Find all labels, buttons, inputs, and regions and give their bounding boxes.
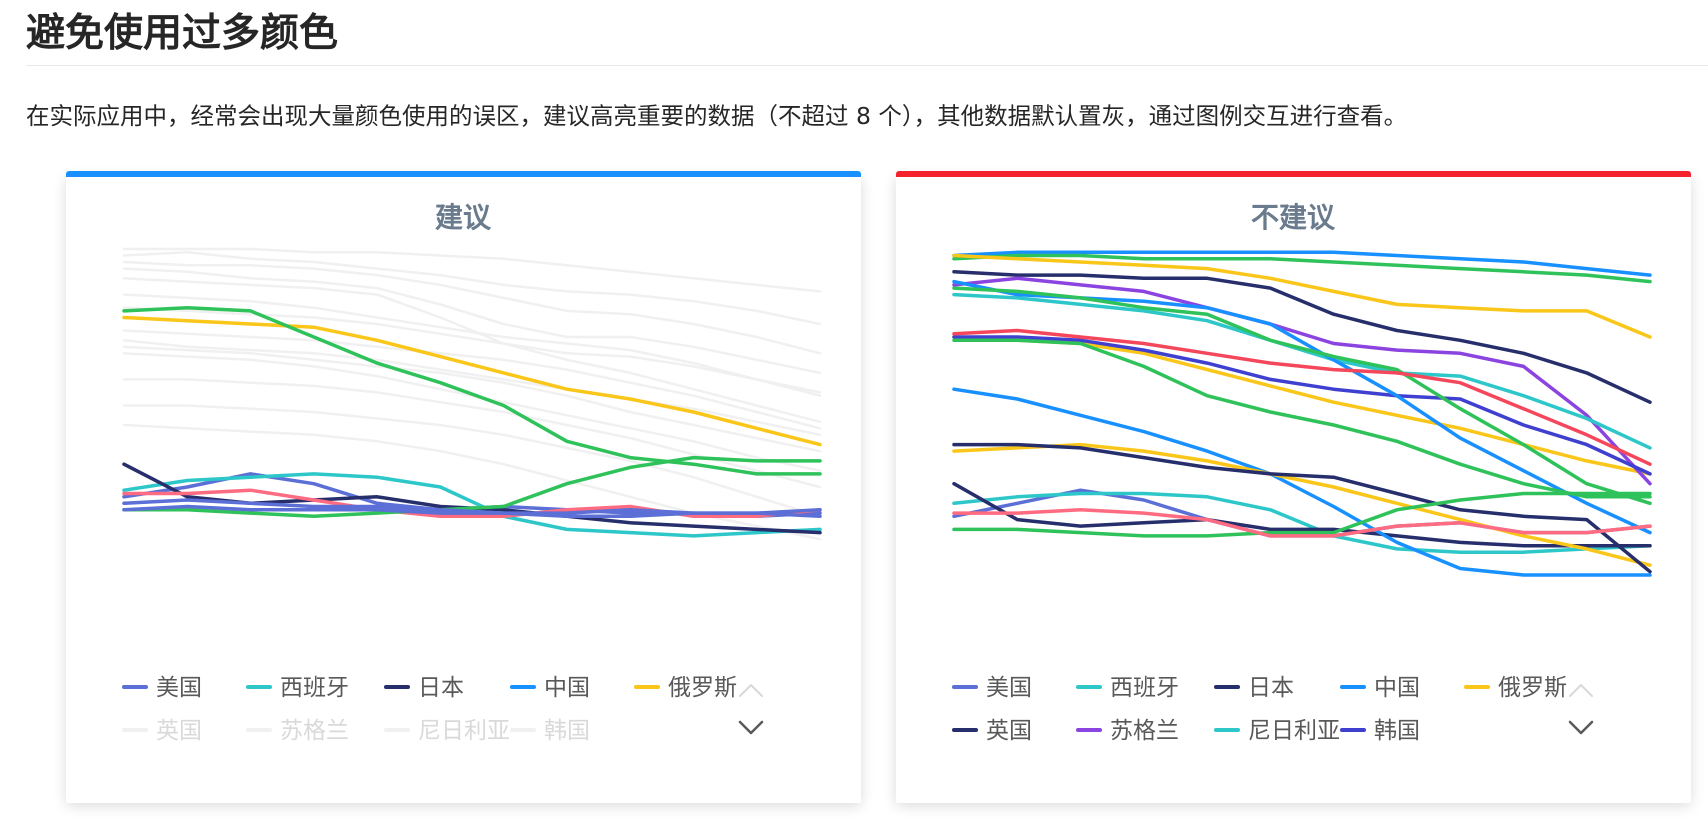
legend-item[interactable]: 韩国 [1340, 718, 1420, 744]
series-lines [952, 250, 1652, 577]
series-line-gray-16 [122, 329, 822, 430]
series-line-日本 [952, 481, 1652, 548]
series-line-日本 [122, 462, 822, 535]
chart-title: 不建议 [1251, 201, 1336, 234]
legend-label: 中国 [544, 675, 590, 701]
series-line-gray-14 [952, 328, 1652, 466]
legend-label: 英国 [986, 718, 1032, 744]
series-line-英国 [952, 270, 1652, 404]
series-line-韩国 [952, 335, 1652, 476]
legend-label: 苏格兰 [280, 718, 349, 744]
series-line-gray-9 [122, 247, 822, 293]
legend-label: 美国 [986, 675, 1032, 701]
up-chevron-icon[interactable] [1569, 684, 1593, 697]
legend-item[interactable]: 日本 [384, 675, 464, 701]
series-line-苏格兰 [952, 276, 1652, 486]
page-description: 在实际应用中，经常会出现大量颜色使用的误区，建议高亮重要的数据（不超过 8 个）… [26, 102, 1408, 130]
legend-label: 苏格兰 [1110, 718, 1179, 744]
series-line-中国 [952, 387, 1652, 577]
series-line-gray-14 [122, 293, 822, 394]
legend-item[interactable]: 尼日利亚 [384, 718, 510, 744]
legend-label: 韩国 [1374, 718, 1420, 744]
legend-item[interactable]: 韩国 [510, 718, 590, 744]
series-line-西班牙 [122, 472, 822, 538]
legend-item[interactable]: 俄罗斯 [634, 675, 737, 701]
legend-item[interactable]: 英国 [952, 718, 1032, 744]
legend-item[interactable]: 中国 [1340, 675, 1420, 701]
series-line-gray-11 [952, 253, 1652, 339]
legend-label: 日本 [418, 675, 464, 701]
legend-label: 俄罗斯 [668, 675, 737, 701]
series-line-苏格兰 [122, 455, 822, 519]
legend-label: 韩国 [544, 718, 590, 744]
legend-item[interactable]: 日本 [1214, 675, 1294, 701]
series-line-gray-10 [122, 251, 822, 326]
series-line-gray-18 [952, 491, 1652, 538]
legend-label: 西班牙 [280, 675, 349, 701]
not-recommended-chart-card: 不建议美国 西班牙 日本 中国 俄罗斯英国 苏格兰 尼日利亚 韩国 [896, 171, 1691, 803]
series-line-gray-13 [122, 277, 822, 397]
legend-item[interactable]: 西班牙 [1076, 675, 1179, 701]
not-recommended-card-accent-bar [896, 171, 1691, 177]
series-line-gray-16 [952, 442, 1652, 567]
legend-item[interactable]: 尼日利亚 [1214, 718, 1340, 744]
series-line-西班牙 [952, 491, 1652, 554]
down-chevron-icon[interactable] [1568, 720, 1594, 735]
series-line-gray-11 [122, 260, 822, 355]
legend-label: 俄罗斯 [1498, 675, 1567, 701]
series-line-gray-12 [122, 267, 822, 375]
recommended-card-accent-bar [66, 171, 861, 177]
legend-item[interactable]: 英国 [122, 718, 202, 744]
series-line-gray-22 [122, 423, 822, 541]
series-line-gray-13 [952, 286, 1652, 506]
legend-label: 美国 [156, 675, 202, 701]
legend-label: 尼日利亚 [1248, 718, 1340, 744]
legend-item[interactable]: 美国 [952, 675, 1032, 701]
legend-label: 尼日利亚 [418, 718, 510, 744]
legend-item[interactable]: 俄罗斯 [1464, 675, 1567, 701]
series-line-gray-15 [122, 306, 822, 424]
series-line-gray-10 [952, 253, 1652, 284]
series-line-gray-19 [952, 508, 1652, 538]
legend-label: 西班牙 [1110, 675, 1179, 701]
legend-item[interactable]: 西班牙 [246, 675, 349, 701]
page-title: 避免使用过多颜色 [26, 11, 339, 56]
legend-label: 中国 [1374, 675, 1420, 701]
legend-label: 日本 [1248, 675, 1294, 701]
legend-item[interactable]: 苏格兰 [246, 718, 349, 744]
series-line-gray-18 [122, 345, 822, 453]
series-line-尼日利亚 [952, 292, 1652, 450]
series-line-gray-21 [122, 404, 822, 518]
up-chevron-icon[interactable] [739, 684, 763, 697]
series-line-英国 [122, 305, 822, 476]
series-line-gray-17 [952, 442, 1652, 574]
legend-item[interactable]: 美国 [122, 675, 202, 701]
recommended-chart-card: 建议美国 西班牙 日本 中国 俄罗斯英国 苏格兰 尼日利亚 韩国 [66, 171, 861, 803]
legend-item[interactable]: 中国 [510, 675, 590, 701]
series-line-韩国 [122, 504, 822, 519]
series-line-中国 [122, 488, 822, 519]
series-line-俄罗斯 [122, 315, 822, 447]
title-divider [26, 65, 1708, 66]
down-chevron-icon[interactable] [738, 720, 764, 735]
series-line-gray-9 [952, 250, 1652, 277]
legend-label: 英国 [156, 718, 202, 744]
legend-item[interactable]: 苏格兰 [1076, 718, 1179, 744]
series-line-gray-15 [952, 338, 1652, 499]
series-line-gray-17 [122, 339, 822, 437]
chart-title: 建议 [435, 201, 492, 234]
series-lines [122, 247, 822, 541]
